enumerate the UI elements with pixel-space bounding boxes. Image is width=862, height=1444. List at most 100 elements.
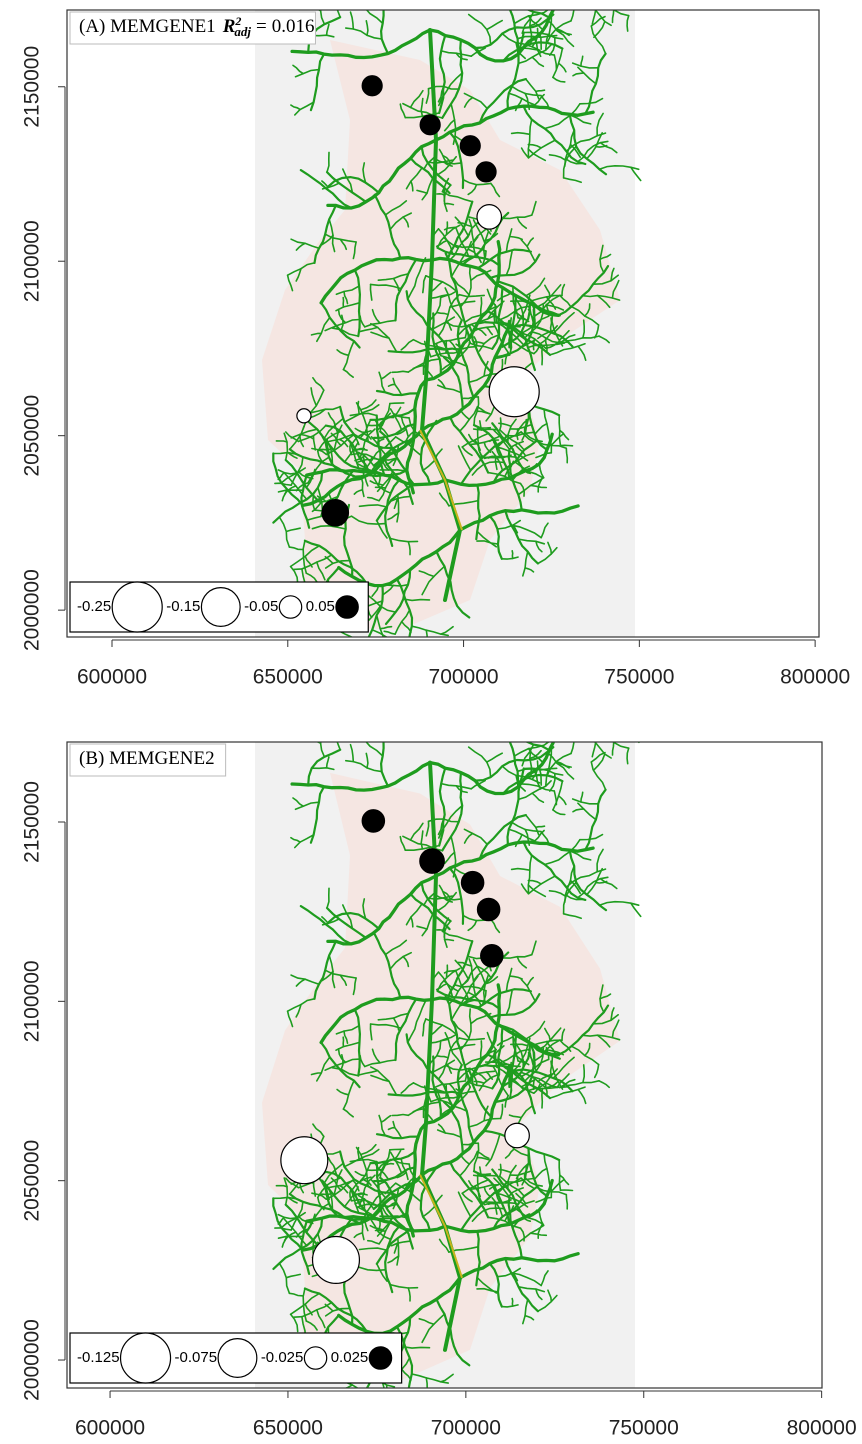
river bbox=[402, 955, 410, 968]
river bbox=[454, 216, 469, 237]
river bbox=[509, 1061, 513, 1079]
river bbox=[526, 976, 534, 987]
river bbox=[325, 23, 330, 36]
river bbox=[312, 1123, 325, 1138]
river bbox=[645, 0, 656, 5]
river bbox=[472, 958, 486, 985]
river bbox=[305, 1320, 318, 1331]
panel: 600000 650000 700000 750000 800000 2000000 205… bbox=[21, 0, 850, 689]
river bbox=[514, 833, 523, 848]
river bbox=[428, 293, 450, 300]
river bbox=[593, 324, 600, 339]
river bbox=[393, 1149, 402, 1160]
river bbox=[506, 323, 574, 348]
river bbox=[569, 705, 571, 730]
river bbox=[461, 446, 473, 457]
river bbox=[432, 316, 456, 330]
river bbox=[432, 971, 440, 982]
river bbox=[375, 1160, 386, 1223]
river bbox=[290, 428, 318, 439]
river bbox=[596, 112, 604, 137]
river bbox=[552, 76, 566, 83]
river bbox=[471, 325, 496, 333]
river bbox=[484, 976, 499, 985]
river bbox=[479, 1166, 483, 1177]
river bbox=[402, 598, 431, 602]
legend-symbol bbox=[111, 581, 163, 633]
river bbox=[428, 1038, 450, 1044]
river bbox=[373, 933, 402, 999]
title-box bbox=[69, 743, 227, 777]
river bbox=[418, 570, 435, 578]
stat-symbol: R bbox=[222, 16, 236, 37]
river bbox=[630, 166, 642, 182]
river bbox=[422, 1018, 427, 1037]
river bbox=[522, 1298, 529, 1325]
river bbox=[498, 1168, 512, 1174]
river bbox=[529, 15, 533, 45]
river bbox=[516, 428, 519, 441]
river bbox=[275, 1184, 288, 1188]
river bbox=[353, 488, 364, 495]
river bbox=[362, 898, 367, 920]
river bbox=[598, 900, 640, 906]
river bbox=[441, 360, 455, 371]
river bbox=[294, 101, 315, 116]
river bbox=[389, 951, 412, 970]
legend-label: -0.15 bbox=[166, 598, 200, 615]
river bbox=[408, 1178, 415, 1192]
river bbox=[400, 1157, 409, 1181]
river bbox=[321, 180, 329, 189]
river bbox=[572, 808, 585, 813]
river bbox=[596, 848, 604, 873]
river bbox=[304, 555, 313, 568]
river bbox=[438, 1238, 450, 1253]
river bbox=[569, 114, 592, 125]
river bbox=[457, 1191, 472, 1218]
river bbox=[520, 147, 530, 159]
river bbox=[520, 1177, 534, 1189]
river bbox=[490, 918, 501, 934]
river bbox=[483, 1105, 489, 1122]
river bbox=[327, 1156, 337, 1171]
river bbox=[299, 169, 353, 210]
river bbox=[381, 1205, 390, 1218]
river bbox=[521, 468, 532, 475]
river bbox=[550, 1179, 565, 1193]
river bbox=[393, 497, 399, 510]
river bbox=[591, 10, 597, 25]
river bbox=[584, 303, 591, 317]
river bbox=[290, 104, 301, 111]
river bbox=[373, 193, 402, 260]
river bbox=[362, 1178, 372, 1186]
river bbox=[455, 345, 477, 350]
river bbox=[535, 89, 546, 93]
river bbox=[506, 31, 525, 110]
river bbox=[544, 769, 550, 787]
river bbox=[459, 265, 472, 308]
river bbox=[456, 1063, 475, 1144]
river bbox=[448, 867, 465, 925]
x-tick-label: 600000 bbox=[75, 1417, 145, 1440]
river bbox=[441, 930, 474, 942]
title-group: (A) MEMGENE1 R2 adj = 0.016 bbox=[69, 11, 316, 45]
river bbox=[440, 1373, 454, 1383]
river bbox=[335, 1041, 361, 1051]
river bbox=[375, 1227, 413, 1265]
river bbox=[572, 72, 585, 77]
river bbox=[493, 429, 511, 451]
river bbox=[467, 13, 492, 46]
river bbox=[419, 760, 463, 1352]
river bbox=[492, 1065, 509, 1097]
river bbox=[540, 830, 550, 845]
river bbox=[559, 429, 570, 441]
river bbox=[467, 746, 492, 778]
legend-label: -0.25 bbox=[77, 598, 111, 615]
river bbox=[420, 830, 424, 850]
river bbox=[370, 322, 398, 353]
river bbox=[405, 430, 416, 443]
bubble bbox=[476, 897, 501, 922]
river bbox=[590, 25, 607, 55]
river bbox=[458, 1037, 485, 1041]
river bbox=[527, 143, 542, 149]
